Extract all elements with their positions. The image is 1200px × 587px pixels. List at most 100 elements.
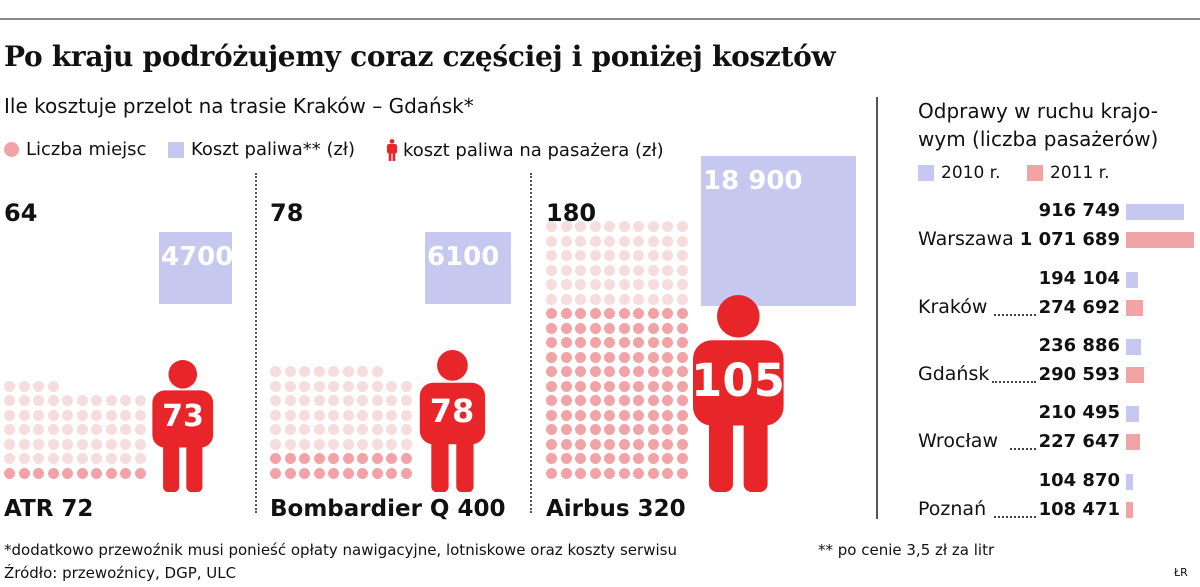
seat-dot <box>91 438 102 450</box>
seat-dot <box>328 424 339 435</box>
fuel-cost-box-bombardier <box>425 232 511 304</box>
seat-dot <box>589 366 601 377</box>
seat-dot <box>134 453 146 464</box>
seat-dot <box>633 264 644 276</box>
seat-dot <box>676 250 688 261</box>
bar-2011 <box>1126 232 1194 248</box>
person-figure-airbus <box>692 294 784 492</box>
seat-dot <box>560 366 572 377</box>
seat-dot <box>18 453 30 464</box>
seat-dot <box>560 264 572 276</box>
seat-dot <box>604 337 615 348</box>
seat-dot <box>604 308 615 319</box>
seat-dot <box>662 380 673 392</box>
seat-dot <box>33 380 44 392</box>
seat-dot <box>560 250 572 261</box>
seat-dot <box>371 366 383 377</box>
seat-dot <box>589 308 601 319</box>
fuel-cost-label-bombardier: 6100 <box>427 242 500 272</box>
seat-dot <box>662 221 673 232</box>
seat-dot <box>676 264 688 276</box>
legend-fuel-label: Koszt paliwa** (zł) <box>191 139 356 160</box>
seat-dot <box>589 250 601 261</box>
city-label: Gdańsk <box>918 363 990 385</box>
seat-dot <box>560 322 572 334</box>
seat-dot <box>299 453 310 464</box>
seat-dot <box>589 279 601 290</box>
seat-dot <box>18 467 30 479</box>
seat-dot <box>662 453 673 464</box>
seat-dot <box>47 453 59 464</box>
bar-2010 <box>1126 272 1139 288</box>
seat-dot <box>633 380 644 392</box>
seat-dot <box>589 380 601 392</box>
seat-dot <box>575 467 586 479</box>
seat-dot <box>357 467 368 479</box>
seat-dot <box>91 409 102 421</box>
seat-dot <box>618 279 630 290</box>
seat-dot <box>33 467 44 479</box>
legend-2010: 2010 r. <box>918 163 1001 183</box>
seat-dot <box>618 395 630 406</box>
seat-dot <box>546 438 557 450</box>
seat-dot <box>546 264 557 276</box>
seat-dot <box>62 409 73 421</box>
seat-dot <box>91 424 102 435</box>
seat-dot <box>618 453 630 464</box>
seat-dot <box>313 366 325 377</box>
seat-dot <box>546 337 557 348</box>
separator-1 <box>255 173 257 513</box>
city-label: Kraków <box>918 296 988 318</box>
seat-dot <box>618 337 630 348</box>
seat-dot <box>270 395 281 406</box>
seat-dot <box>4 438 15 450</box>
seat-dot <box>662 351 673 363</box>
leader-dots <box>994 516 1036 518</box>
top-rule <box>0 18 1200 20</box>
seat-dot <box>589 438 601 450</box>
seat-dot <box>18 395 30 406</box>
seat-dot <box>371 467 383 479</box>
seat-dot <box>342 453 354 464</box>
seat-dot <box>604 293 615 305</box>
seats-number-bombardier: 78 <box>270 199 304 227</box>
seat-dots-atr <box>4 0 151 587</box>
seat-dot <box>4 467 15 479</box>
legend-seats: Liczba miejsc <box>4 139 146 160</box>
seat-dot <box>633 409 644 421</box>
seat-dot <box>560 221 572 232</box>
seat-dot <box>662 424 673 435</box>
seat-dot <box>676 235 688 247</box>
seat-dot <box>328 380 339 392</box>
seat-dot <box>386 395 397 406</box>
seat-dot <box>546 380 557 392</box>
seat-dot <box>604 366 615 377</box>
seat-dot <box>633 279 644 290</box>
seat-dot <box>357 380 368 392</box>
seat-dot <box>299 380 310 392</box>
seat-dot <box>371 453 383 464</box>
seat-dot <box>618 293 630 305</box>
seat-dot <box>676 453 688 464</box>
seat-dot <box>270 453 281 464</box>
seat-dot <box>676 322 688 334</box>
seat-dot <box>546 308 557 319</box>
seat-dot <box>662 264 673 276</box>
seat-dot <box>328 395 339 406</box>
legend-2010-swatch <box>918 165 934 181</box>
seat-dot <box>575 322 586 334</box>
seat-dot <box>676 279 688 290</box>
legend-2011: 2011 r. <box>1027 163 1110 183</box>
seat-dot <box>313 453 325 464</box>
seat-dot <box>560 308 572 319</box>
seat-dot <box>633 424 644 435</box>
value-2010: 236 886 <box>1038 335 1120 356</box>
seat-dot <box>18 438 30 450</box>
city-label: Poznań <box>918 498 987 520</box>
seat-dot <box>676 351 688 363</box>
right-chart-title-line1: Odprawy w ruchu krajo- <box>918 99 1158 123</box>
seat-dot <box>647 279 659 290</box>
seat-dot <box>633 308 644 319</box>
seat-dot <box>560 235 572 247</box>
seat-dot <box>270 366 281 377</box>
